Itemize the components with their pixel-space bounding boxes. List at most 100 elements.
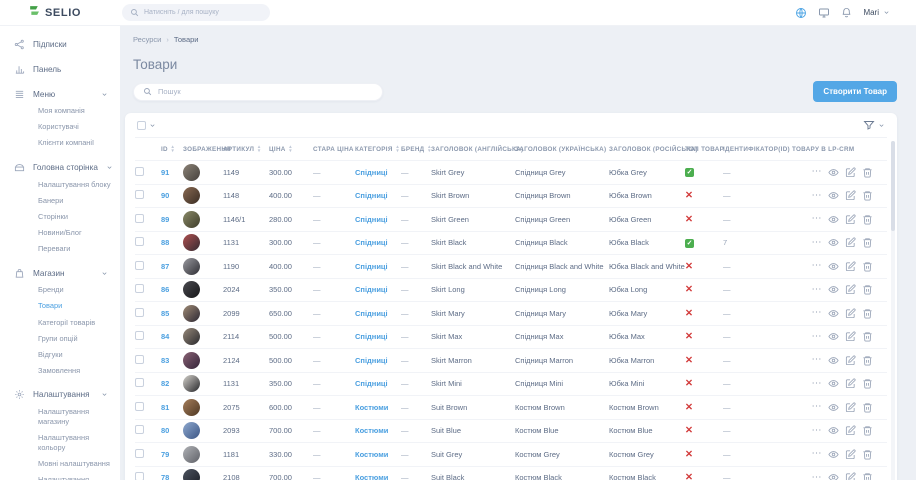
more-actions-button[interactable]: ⋯: [811, 471, 822, 480]
delete-button[interactable]: [862, 261, 873, 272]
category-link[interactable]: Спідниці: [355, 332, 388, 342]
row-id-link[interactable]: 83: [161, 355, 170, 365]
chevron-down-icon[interactable]: [878, 122, 885, 129]
delete-button[interactable]: [862, 190, 873, 201]
sidebar-subitem[interactable]: Налаштування кольору: [38, 433, 90, 452]
sidebar-subitem[interactable]: Сторінки: [38, 211, 68, 221]
more-actions-button[interactable]: ⋯: [811, 330, 822, 342]
category-link[interactable]: Костюми: [355, 473, 389, 480]
product-image[interactable]: [183, 328, 200, 346]
view-button[interactable]: [828, 261, 839, 272]
select-all-checkbox[interactable]: [137, 120, 146, 130]
row-checkbox[interactable]: [135, 166, 144, 176]
row-id-link[interactable]: 90: [161, 191, 170, 201]
row-checkbox[interactable]: [135, 213, 144, 223]
breadcrumb-resources[interactable]: Ресурси: [133, 35, 162, 44]
sidebar-subitem[interactable]: Налаштування сторінки оформлення замовле…: [38, 475, 90, 480]
more-actions-button[interactable]: ⋯: [811, 166, 822, 178]
sidebar-subitem[interactable]: Клієнти компанії: [38, 138, 95, 148]
view-button[interactable]: [828, 472, 839, 480]
product-image[interactable]: [183, 445, 200, 463]
edit-button[interactable]: [845, 214, 856, 225]
scrollbar-thumb[interactable]: [891, 141, 895, 231]
row-id-link[interactable]: 91: [161, 167, 170, 177]
delete-button[interactable]: [862, 425, 873, 436]
product-image[interactable]: [183, 304, 200, 322]
row-checkbox[interactable]: [135, 448, 144, 458]
logo[interactable]: SELIO: [28, 4, 118, 22]
more-actions-button[interactable]: ⋯: [811, 283, 822, 295]
edit-button[interactable]: [845, 261, 856, 272]
sidebar-subitem[interactable]: Категорії товарів: [38, 317, 96, 327]
category-link[interactable]: Костюми: [355, 449, 389, 459]
delete-button[interactable]: [862, 331, 873, 342]
product-image[interactable]: [183, 234, 200, 252]
column-header[interactable]: КАТЕГОРІЯ ▲ ▼: [355, 144, 401, 153]
product-image[interactable]: [183, 163, 200, 181]
row-id-link[interactable]: 89: [161, 214, 170, 224]
delete-button[interactable]: [862, 355, 873, 366]
sidebar-subitem[interactable]: Бренди: [38, 285, 64, 295]
edit-button[interactable]: [845, 472, 856, 480]
row-checkbox[interactable]: [135, 401, 144, 411]
row-checkbox[interactable]: [135, 260, 144, 270]
sidebar-item-shop[interactable]: Магазин: [0, 264, 120, 282]
view-button[interactable]: [828, 331, 839, 342]
delete-button[interactable]: [862, 402, 873, 413]
edit-button[interactable]: [845, 237, 856, 248]
sidebar-item-menu[interactable]: Меню: [0, 85, 120, 103]
sidebar-item-subscriptions[interactable]: Підписки: [0, 35, 120, 53]
row-checkbox[interactable]: [135, 237, 144, 247]
view-button[interactable]: [828, 237, 839, 248]
row-checkbox[interactable]: [135, 425, 144, 435]
edit-button[interactable]: [845, 449, 856, 460]
edit-button[interactable]: [845, 331, 856, 342]
more-actions-button[interactable]: ⋯: [811, 307, 822, 319]
filter-icon[interactable]: [863, 119, 875, 131]
row-id-link[interactable]: 88: [161, 238, 170, 248]
more-actions-button[interactable]: ⋯: [811, 236, 822, 248]
sidebar-subitem[interactable]: Групи опцій: [38, 333, 78, 343]
sidebar-item-settings[interactable]: Налаштування: [0, 386, 120, 404]
sidebar-subitem[interactable]: Замовлення: [38, 366, 81, 376]
row-id-link[interactable]: 86: [161, 285, 170, 295]
category-link[interactable]: Спідниці: [355, 379, 388, 389]
monitor-icon[interactable]: [818, 7, 830, 19]
category-link[interactable]: Спідниці: [355, 167, 388, 177]
user-menu[interactable]: Mari: [863, 8, 890, 17]
category-link[interactable]: Костюми: [355, 426, 389, 436]
sidebar-subitem[interactable]: Налаштування магазину: [38, 407, 90, 426]
row-id-link[interactable]: 79: [161, 449, 170, 459]
view-button[interactable]: [828, 190, 839, 201]
sidebar-subitem[interactable]: Мовні налаштування: [38, 458, 110, 468]
delete-button[interactable]: [862, 308, 873, 319]
sidebar-subitem[interactable]: Моя компанія: [38, 106, 85, 116]
delete-button[interactable]: [862, 214, 873, 225]
column-header[interactable]: БРЕНД ▲ ▼: [401, 144, 432, 153]
category-link[interactable]: Спідниці: [355, 191, 388, 201]
globe-icon[interactable]: [795, 7, 807, 19]
product-image[interactable]: [183, 281, 200, 299]
category-link[interactable]: Спідниці: [355, 238, 388, 248]
delete-button[interactable]: [862, 284, 873, 295]
edit-button[interactable]: [845, 284, 856, 295]
product-image[interactable]: [183, 210, 200, 228]
more-actions-button[interactable]: ⋯: [811, 189, 822, 201]
category-link[interactable]: Спідниці: [355, 285, 388, 295]
product-image[interactable]: [183, 422, 200, 440]
more-actions-button[interactable]: ⋯: [811, 401, 822, 413]
edit-button[interactable]: [845, 190, 856, 201]
view-button[interactable]: [828, 167, 839, 178]
table-search-input[interactable]: [158, 87, 373, 96]
product-image[interactable]: [183, 469, 200, 480]
sidebar-item-dashboard[interactable]: Панель: [0, 60, 120, 78]
column-header[interactable]: ЦІНА ▲ ▼: [269, 144, 294, 153]
row-id-link[interactable]: 84: [161, 332, 170, 342]
chevron-down-icon[interactable]: [149, 122, 156, 129]
view-button[interactable]: [828, 402, 839, 413]
product-image[interactable]: [183, 187, 200, 205]
row-id-link[interactable]: 85: [161, 308, 170, 318]
view-button[interactable]: [828, 284, 839, 295]
sidebar-subitem[interactable]: Відгуки: [38, 349, 63, 359]
delete-button[interactable]: [862, 167, 873, 178]
